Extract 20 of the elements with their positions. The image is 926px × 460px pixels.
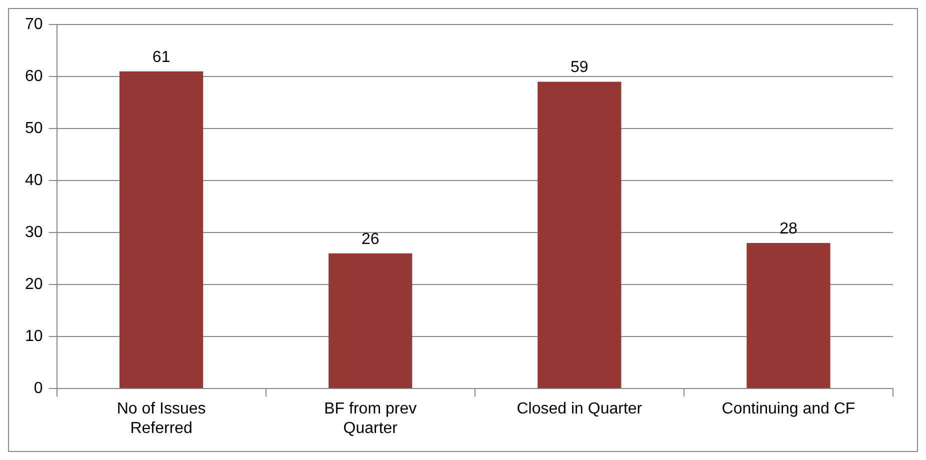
y-tick-label: 30 [25,224,43,242]
bar [538,82,622,388]
x-tick-label: Closed in Quarter [516,400,643,418]
data-label: 61 [152,48,170,66]
y-tick-label: 10 [25,328,43,346]
y-tick-label: 60 [25,68,43,86]
bar [328,253,412,388]
bar [120,71,204,388]
data-label: 26 [361,230,380,248]
x-tick-label: BF from prev Quarter [324,400,417,437]
y-tick-label: 20 [25,276,43,294]
y-tick-label: 0 [34,380,43,398]
y-tick-label: 50 [25,120,43,138]
bar [746,243,830,388]
data-label: 59 [570,59,588,76]
y-tick-label: 70 [25,16,43,34]
y-tick-label: 40 [25,172,43,190]
data-label: 28 [780,220,798,238]
x-tick-label: No of Issues Referred [116,400,206,437]
x-tick-label: Continuing and CF [722,400,856,418]
